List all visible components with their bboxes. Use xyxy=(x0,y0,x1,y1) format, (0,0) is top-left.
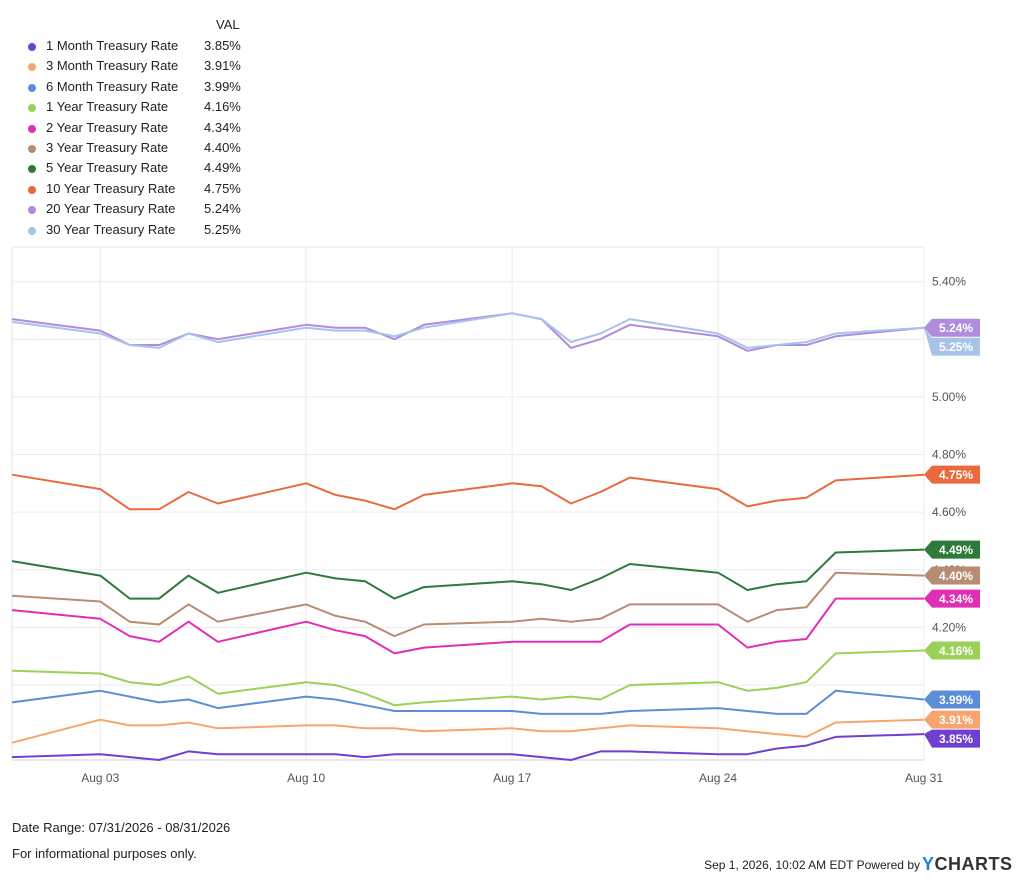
legend-item[interactable]: 20 Year Treasury Rate 5.24% xyxy=(26,201,256,221)
legend-marker-icon xyxy=(28,63,36,72)
legend-marker-icon xyxy=(28,165,36,174)
series-line xyxy=(11,733,925,761)
legend-series-value: 4.49% xyxy=(204,160,241,176)
end-value-label: 4.75% xyxy=(939,468,973,482)
legend-series-value: 5.25% xyxy=(204,221,241,237)
y-tick-label: 4.60% xyxy=(932,505,966,519)
end-value-label: 4.49% xyxy=(939,543,973,557)
legend-item[interactable]: 1 Year Treasury Rate 4.16% xyxy=(26,99,256,119)
end-value-label: 4.16% xyxy=(939,644,973,658)
end-value-tag xyxy=(924,465,980,484)
legend-series-name: 10 Year Treasury Rate xyxy=(46,180,176,196)
end-value-label: 4.40% xyxy=(939,569,973,583)
legend-series-name: 3 Month Treasury Rate xyxy=(46,58,179,74)
legend-item[interactable]: 6 Month Treasury Rate 3.99% xyxy=(26,79,256,99)
series-line xyxy=(11,571,925,638)
date-range-text: Date Range: 07/31/2026 - 08/31/2026 xyxy=(12,820,231,835)
legend-value-header: VAL xyxy=(216,17,240,32)
line-chart: 4.20% 4.40% 4.60% 4.80% 5.00% 5.40% Aug 03 Aug … xyxy=(11,246,980,785)
x-tick-label: Aug 17 xyxy=(493,771,531,785)
ycharts-logo-text: CHARTS xyxy=(934,854,1013,874)
legend-item[interactable]: 1 Month Treasury Rate 3.85% xyxy=(26,38,256,58)
end-value-tag xyxy=(924,318,980,337)
end-value-label: 5.24% xyxy=(939,321,973,335)
ycharts-logo-y: Y xyxy=(922,854,935,874)
end-value-tag xyxy=(924,327,980,356)
legend-series-value: 4.40% xyxy=(204,140,241,155)
legend-marker-icon xyxy=(28,185,36,194)
y-tick-label: 5.00% xyxy=(932,390,966,404)
legend-marker-icon xyxy=(28,83,36,92)
legend-series-name: 20 Year Treasury Rate xyxy=(46,201,176,217)
legend-series-name: 1 Year Treasury Rate xyxy=(46,99,169,115)
legend-series-name: 2 Year Treasury Rate xyxy=(46,119,169,135)
legend-series-value: 3.91% xyxy=(204,58,241,74)
series-line xyxy=(11,548,925,600)
legend-marker-icon xyxy=(28,104,36,113)
legend-marker-icon xyxy=(28,206,36,215)
legend-item[interactable]: 30 Year Treasury Rate 5.25% xyxy=(26,222,256,242)
end-value-tag xyxy=(924,690,980,709)
timestamp-text: Sep 1, 2026, 10:02 AM EDT Powered by xyxy=(704,858,920,872)
end-value-tag xyxy=(924,589,980,608)
y-tick-label: 4.80% xyxy=(932,448,966,462)
legend-series-name: 3 Year Treasury Rate xyxy=(46,140,169,155)
legend-series-value: 4.75% xyxy=(204,180,241,196)
legend-marker-icon xyxy=(28,145,36,153)
legend-item[interactable]: 3 Year Treasury Rate 4.40% xyxy=(26,140,256,160)
end-value-tag xyxy=(924,710,980,729)
x-tick-label: Aug 10 xyxy=(287,771,325,785)
legend-item[interactable]: 10 Year Treasury Rate 4.75% xyxy=(26,181,256,201)
legend-item[interactable]: 2 Year Treasury Rate 4.34% xyxy=(26,120,256,140)
x-tick-label: Aug 31 xyxy=(905,771,943,785)
legend-series-name: 30 Year Treasury Rate xyxy=(46,221,176,237)
end-value-label: 4.34% xyxy=(939,592,973,606)
x-tick-label: Aug 03 xyxy=(81,771,119,785)
series-line xyxy=(11,689,925,715)
end-value-label: 3.85% xyxy=(939,732,973,746)
end-value-tag xyxy=(924,566,980,585)
legend-series-value: 4.34% xyxy=(204,119,241,135)
series-line xyxy=(11,649,925,707)
end-value-tag xyxy=(924,729,980,748)
end-value-label: 3.99% xyxy=(939,693,973,707)
legend-series-name: 1 Month Treasury Rate xyxy=(46,38,179,53)
ycharts-logo[interactable]: YCHARTS xyxy=(922,854,1013,875)
series-line xyxy=(11,312,925,349)
legend-series-value: 3.99% xyxy=(204,78,241,94)
legend-series-name: 6 Month Treasury Rate xyxy=(46,78,179,94)
y-tick-label: 5.40% xyxy=(932,275,966,289)
end-value-tag xyxy=(924,641,980,660)
legend-series-value: 5.24% xyxy=(204,201,241,217)
series-line xyxy=(11,597,924,655)
legend-series-name: 5 Year Treasury Rate xyxy=(46,160,169,176)
disclaimer-text: For informational purposes only. xyxy=(12,846,197,861)
y-tick-label: 4.20% xyxy=(932,620,966,634)
legend-marker-icon xyxy=(28,124,36,133)
end-value-label: 5.25% xyxy=(939,340,973,354)
series-line xyxy=(11,312,925,352)
end-value-tag xyxy=(924,540,980,559)
series-line xyxy=(11,718,925,744)
legend-item[interactable]: 3 Month Treasury Rate 3.91% xyxy=(26,58,256,78)
legend-series-value: 3.85% xyxy=(204,38,241,53)
legend-marker-icon xyxy=(28,43,36,51)
legend-series-value: 4.16% xyxy=(204,99,241,115)
legend-item[interactable]: 5 Year Treasury Rate 4.49% xyxy=(26,160,256,180)
plot-area xyxy=(11,246,925,761)
series-line xyxy=(11,473,925,511)
x-tick-label: Aug 24 xyxy=(699,771,737,785)
legend-marker-icon xyxy=(28,226,36,235)
end-value-label: 3.91% xyxy=(939,713,973,727)
